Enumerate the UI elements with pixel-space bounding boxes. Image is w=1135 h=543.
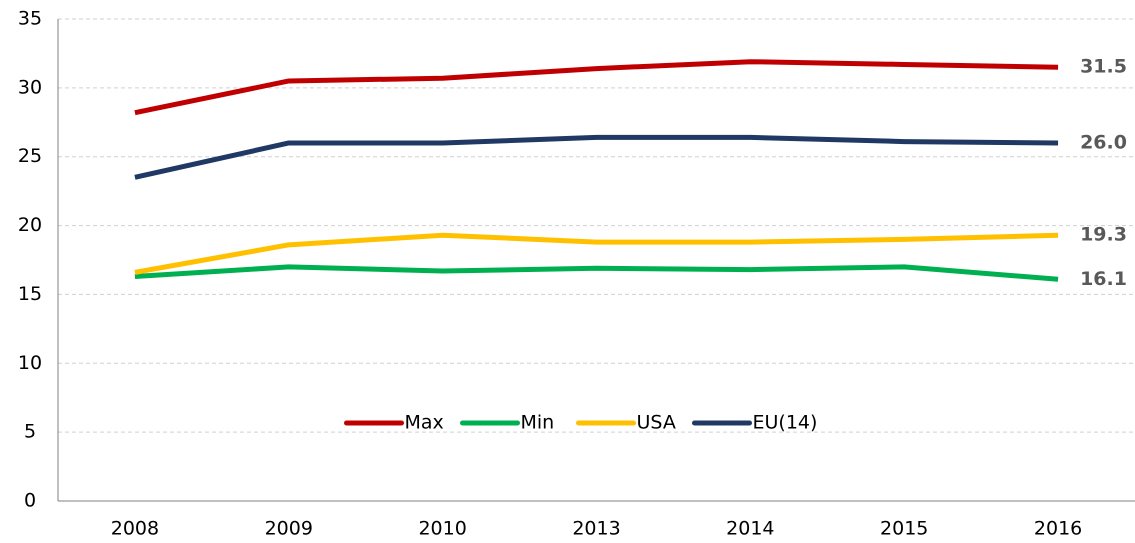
legend-label: EU(14) xyxy=(753,412,818,434)
y-tick-label: 15 xyxy=(18,283,42,305)
legend-label: Min xyxy=(521,412,555,434)
x-tick-label: 2015 xyxy=(880,518,928,540)
legend-label: USA xyxy=(637,412,676,434)
y-tick-label: 20 xyxy=(18,214,42,236)
value-label: 26.0 xyxy=(1080,131,1127,153)
x-tick-label: 2008 xyxy=(111,518,159,540)
x-tick-label: 2016 xyxy=(1034,518,1082,540)
x-tick-label: 2013 xyxy=(572,518,620,540)
y-tick-label: 5 xyxy=(24,421,36,443)
y-tick-label: 25 xyxy=(18,145,42,167)
y-tick-label: 30 xyxy=(18,76,42,98)
series-line xyxy=(134,134,1059,180)
series-line xyxy=(134,232,1059,275)
y-tick-label: 10 xyxy=(18,352,42,374)
x-tick-label: 2014 xyxy=(726,518,774,540)
x-tick-label: 2010 xyxy=(418,518,466,540)
x-tick-label: 2009 xyxy=(265,518,313,540)
series-line xyxy=(134,59,1059,116)
value-label: 16.1 xyxy=(1080,268,1127,290)
value-label: 31.5 xyxy=(1080,56,1127,78)
series-line xyxy=(134,264,1059,282)
y-tick-label: 0 xyxy=(24,490,36,512)
legend-label: Max xyxy=(405,412,444,434)
y-tick-label: 35 xyxy=(18,8,42,30)
value-label: 19.3 xyxy=(1080,224,1127,246)
